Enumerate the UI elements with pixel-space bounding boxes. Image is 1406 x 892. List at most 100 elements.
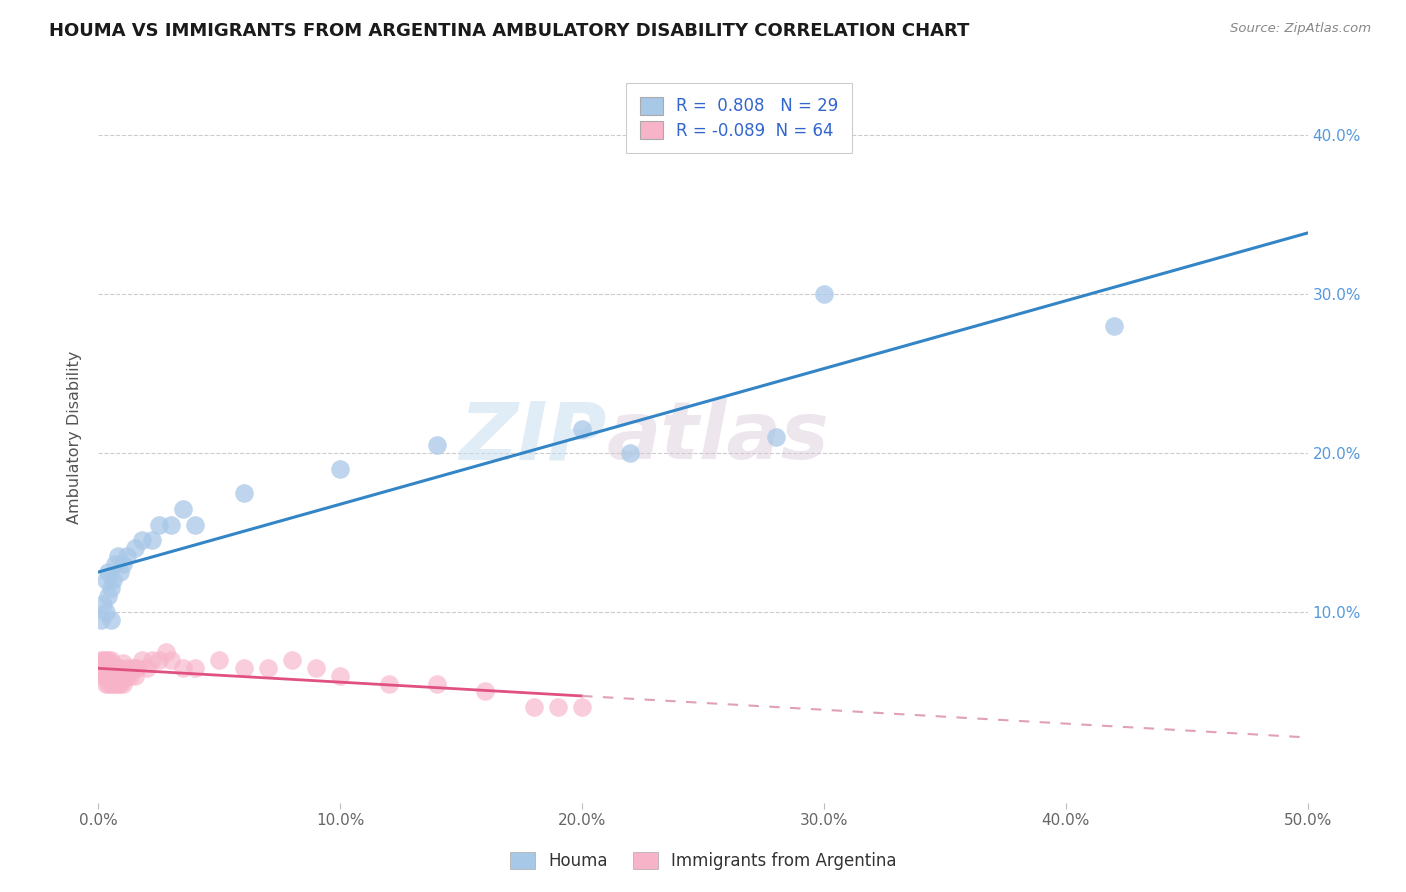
Point — [523, 700, 546, 714]
Point — [107, 660, 129, 674]
Point — [111, 656, 134, 670]
Point — [104, 672, 127, 686]
Point — [100, 653, 122, 667]
Point — [107, 676, 129, 690]
Point — [329, 462, 352, 476]
Point — [124, 541, 146, 556]
Point — [127, 660, 149, 674]
Y-axis label: Ambulatory Disability: Ambulatory Disability — [67, 351, 83, 524]
Point — [101, 660, 124, 674]
Point — [426, 438, 449, 452]
Point — [124, 668, 146, 682]
Point — [474, 684, 496, 698]
Point — [100, 668, 122, 682]
Point — [329, 668, 352, 682]
Point — [141, 533, 163, 548]
Text: ZIP: ZIP — [458, 398, 606, 476]
Legend: R =  0.808   N = 29, R = -0.089  N = 64: R = 0.808 N = 29, R = -0.089 N = 64 — [627, 83, 852, 153]
Point — [160, 517, 183, 532]
Point — [232, 660, 254, 674]
Point — [94, 660, 117, 674]
Point — [104, 676, 127, 690]
Point — [94, 573, 117, 587]
Point — [97, 589, 120, 603]
Point — [172, 660, 194, 674]
Point — [100, 664, 122, 678]
Point — [305, 660, 328, 674]
Point — [135, 660, 157, 674]
Point — [111, 665, 134, 680]
Point — [91, 653, 114, 667]
Point — [117, 660, 139, 674]
Point — [108, 566, 131, 580]
Point — [765, 430, 787, 444]
Point — [107, 668, 129, 682]
Point — [107, 549, 129, 564]
Point — [100, 656, 122, 670]
Point — [97, 566, 120, 580]
Point — [90, 656, 112, 670]
Point — [117, 549, 139, 564]
Point — [91, 668, 114, 682]
Point — [155, 645, 177, 659]
Point — [547, 700, 569, 714]
Point — [813, 287, 835, 301]
Point — [184, 517, 207, 532]
Text: atlas: atlas — [606, 398, 830, 476]
Point — [172, 501, 194, 516]
Point — [141, 653, 163, 667]
Point — [111, 676, 134, 690]
Point — [94, 605, 117, 619]
Point — [101, 668, 124, 682]
Point — [426, 676, 449, 690]
Text: HOUMA VS IMMIGRANTS FROM ARGENTINA AMBULATORY DISABILITY CORRELATION CHART: HOUMA VS IMMIGRANTS FROM ARGENTINA AMBUL… — [49, 22, 970, 40]
Point — [117, 668, 139, 682]
Point — [100, 613, 122, 627]
Point — [232, 485, 254, 500]
Point — [131, 653, 153, 667]
Point — [377, 676, 399, 690]
Point — [108, 660, 131, 674]
Point — [256, 660, 278, 674]
Point — [111, 672, 134, 686]
Point — [100, 660, 122, 674]
Text: Source: ZipAtlas.com: Source: ZipAtlas.com — [1230, 22, 1371, 36]
Point — [97, 668, 120, 682]
Point — [94, 676, 117, 690]
Point — [571, 422, 593, 436]
Point — [131, 533, 153, 548]
Point — [1102, 318, 1125, 333]
Point — [101, 676, 124, 690]
Point — [118, 668, 141, 682]
Point — [97, 676, 120, 690]
Point — [91, 597, 114, 611]
Point — [90, 613, 112, 627]
Point — [91, 660, 114, 674]
Point — [108, 668, 131, 682]
Point — [148, 517, 170, 532]
Point — [94, 668, 117, 682]
Point — [571, 700, 593, 714]
Point — [281, 653, 304, 667]
Point — [97, 660, 120, 674]
Point — [97, 672, 120, 686]
Point — [97, 653, 120, 667]
Point — [94, 653, 117, 667]
Point — [184, 660, 207, 674]
Point — [160, 653, 183, 667]
Point — [90, 653, 112, 667]
Point — [104, 660, 127, 674]
Point — [121, 660, 143, 674]
Point — [208, 653, 231, 667]
Point — [124, 660, 146, 674]
Point — [100, 676, 122, 690]
Point — [108, 676, 131, 690]
Point — [100, 581, 122, 595]
Point — [619, 446, 641, 460]
Point — [104, 558, 127, 572]
Point — [101, 573, 124, 587]
Point — [111, 558, 134, 572]
Point — [148, 653, 170, 667]
Legend: Houma, Immigrants from Argentina: Houma, Immigrants from Argentina — [503, 845, 903, 877]
Point — [90, 660, 112, 674]
